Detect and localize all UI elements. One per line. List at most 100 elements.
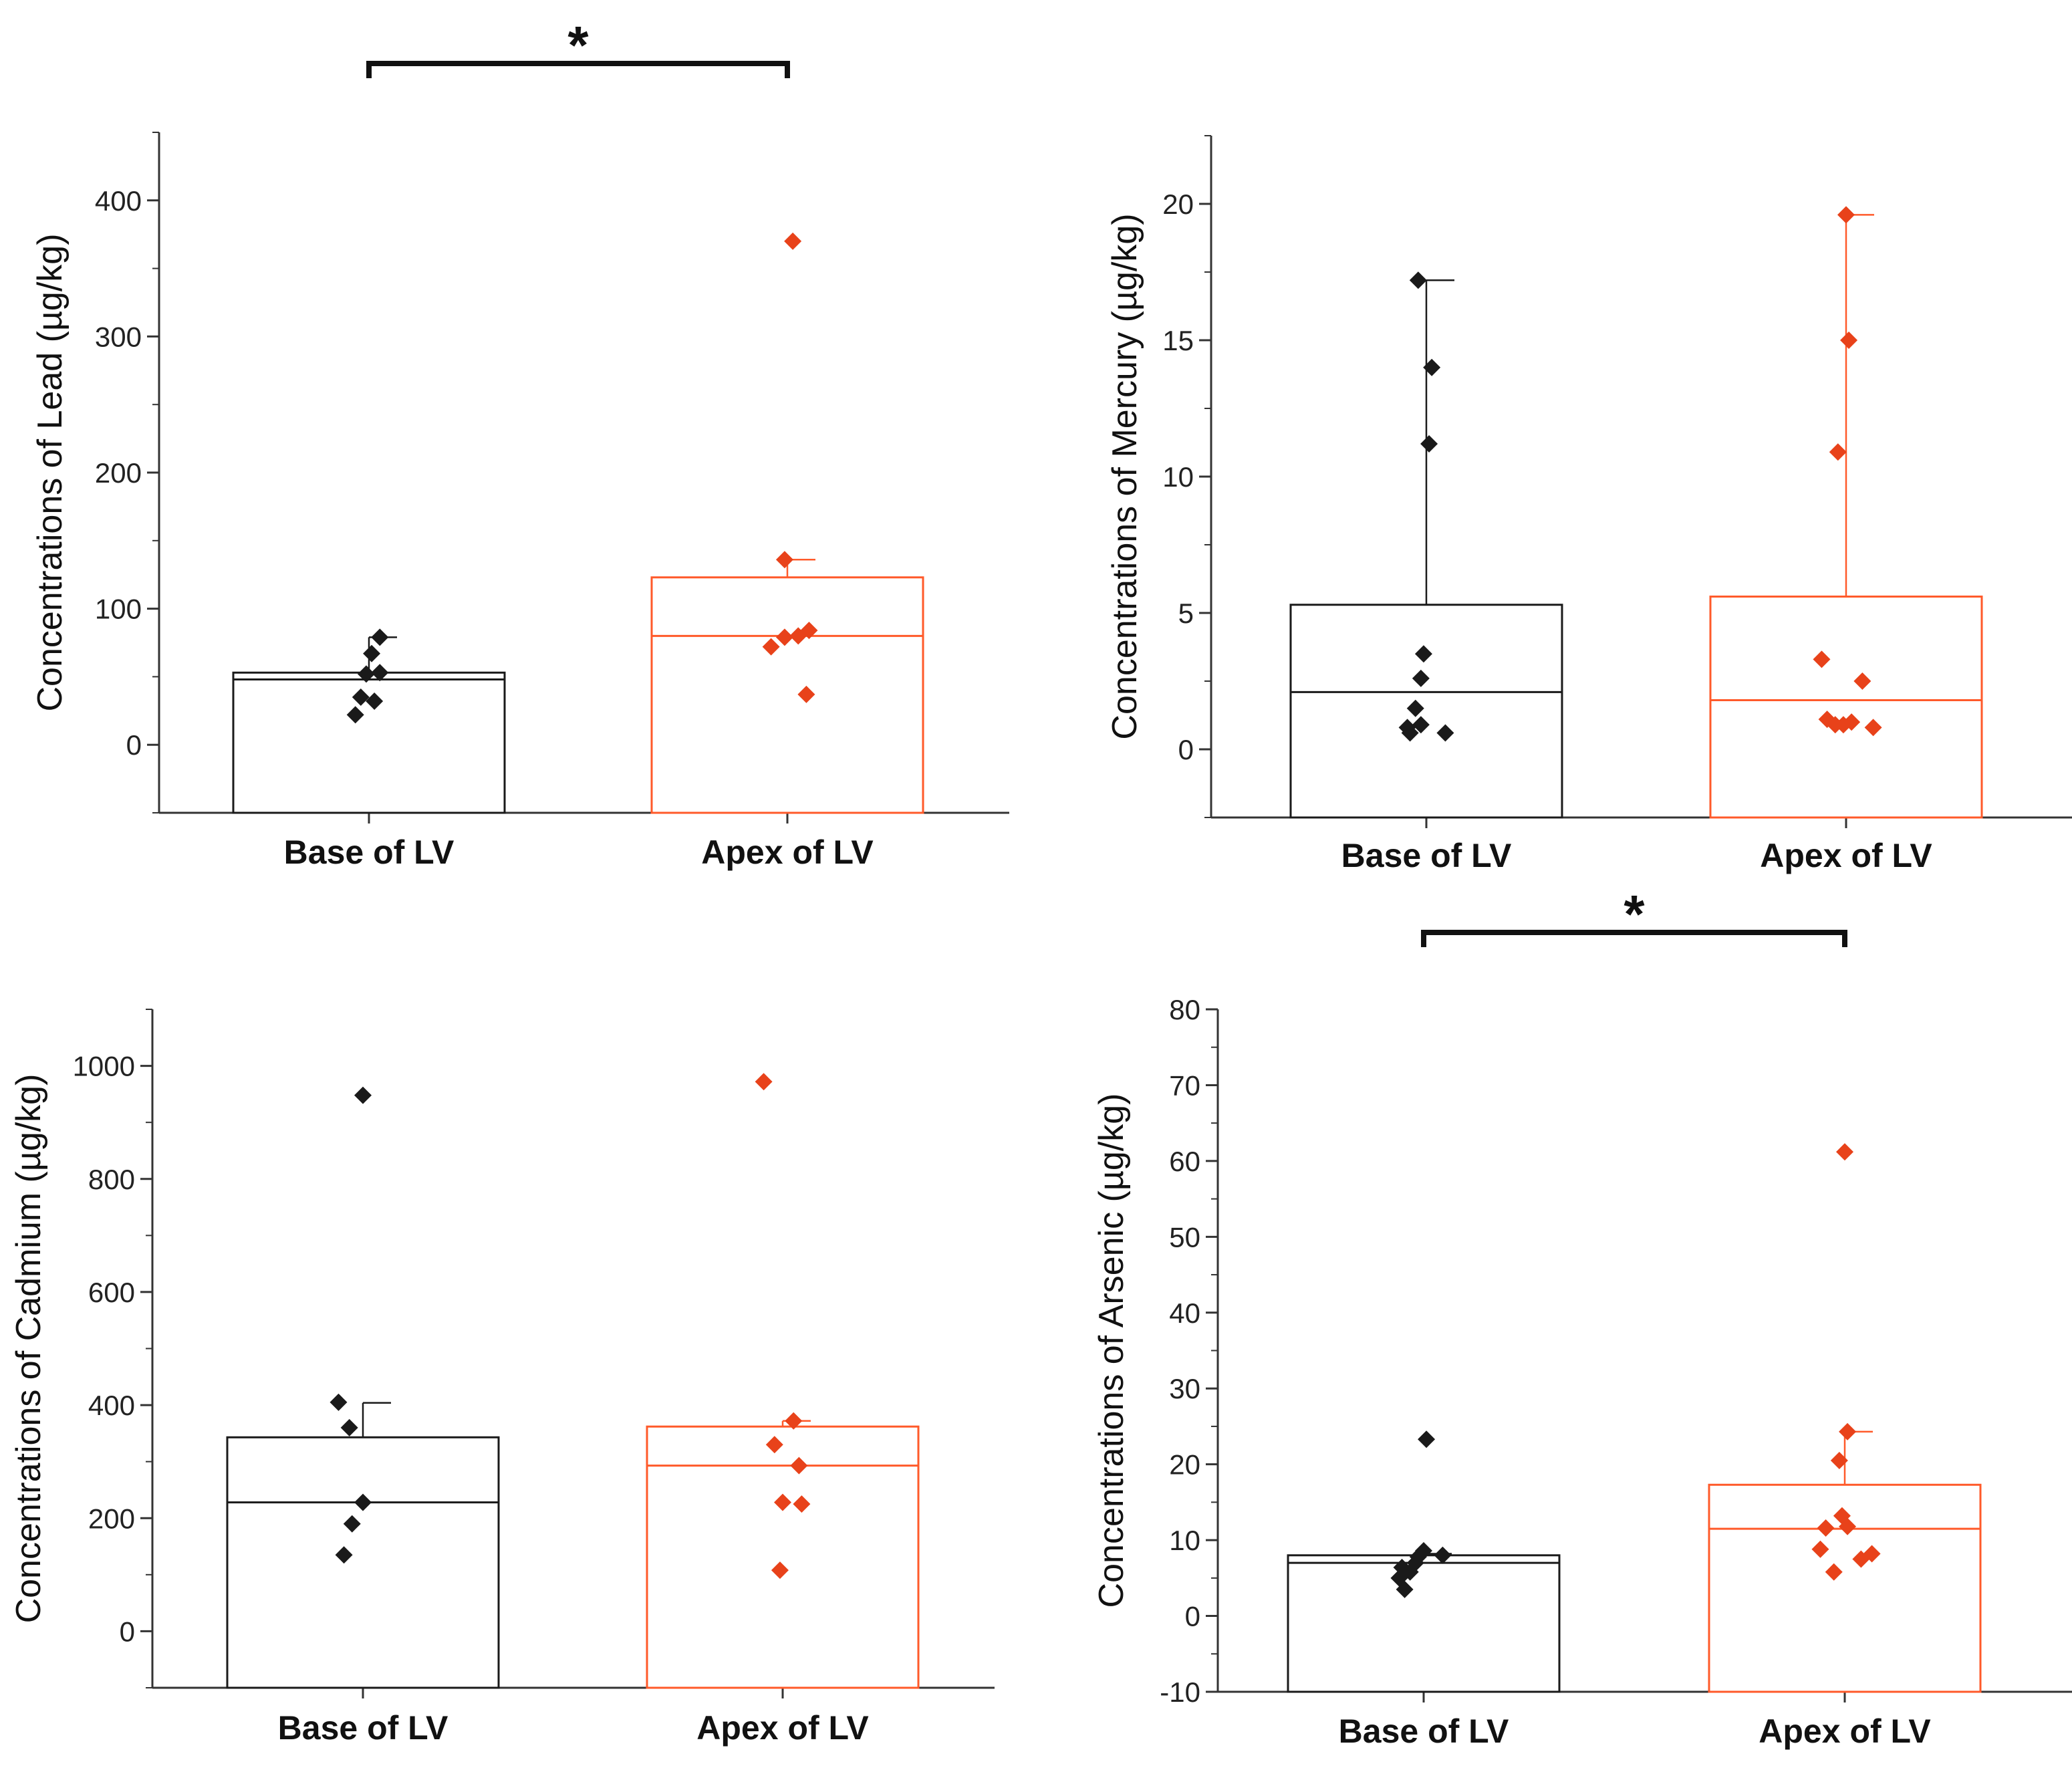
box-rect: [232, 671, 506, 814]
data-point: [1825, 1563, 1843, 1581]
y-tick-label: 0: [120, 1616, 135, 1647]
x-category-label: Base of LV: [284, 834, 455, 871]
y-tick-label: 20: [1162, 188, 1194, 220]
y-tick-label: 10: [1169, 1525, 1200, 1556]
data-point: [800, 622, 818, 640]
y-tick-label: 300: [95, 321, 142, 352]
data-point: [771, 1561, 789, 1579]
data-point: [1840, 332, 1858, 349]
data-point: [1843, 713, 1861, 731]
data-point: [1836, 1143, 1853, 1161]
data-point: [1409, 271, 1427, 289]
data-point: [1414, 645, 1432, 663]
y-tick-label: 40: [1169, 1297, 1200, 1329]
data-point: [346, 706, 364, 724]
data-point: [755, 1073, 773, 1091]
data-point: [1423, 358, 1441, 376]
data-point: [1829, 443, 1847, 461]
data-point: [765, 1436, 783, 1454]
data-point: [1436, 724, 1454, 742]
y-tick-label: 20: [1169, 1449, 1200, 1481]
data-point: [1412, 669, 1430, 687]
data-point: [354, 1493, 372, 1511]
data-point: [785, 1412, 803, 1430]
x-category-label: Apex of LV: [696, 1709, 869, 1747]
data-point: [1415, 1541, 1432, 1559]
y-tick-label: 800: [88, 1164, 135, 1195]
data-point: [1863, 1545, 1881, 1563]
box-rect: [1287, 1554, 1561, 1693]
data-point: [1813, 650, 1831, 668]
chart-panel-1: 0 100 200 300 400 Concentrations of Lead (µg/…: [31, 15, 1009, 871]
y-tick-label: 200: [88, 1503, 135, 1534]
y-tick-label: 0: [1185, 1601, 1200, 1632]
data-point: [1406, 699, 1424, 717]
box-rect: [646, 1425, 920, 1689]
data-point: [762, 638, 780, 656]
data-point: [1864, 719, 1882, 737]
data-point: [797, 685, 815, 703]
y-axis-title: Concentrations of Lead (µg/kg): [31, 233, 70, 711]
y-axis-title: Concentrations of Mercury (µg/kg): [1106, 213, 1144, 739]
data-point: [775, 551, 793, 569]
x-category-label: Apex of LV: [1760, 837, 1932, 874]
data-point: [371, 664, 389, 682]
y-tick-label: 200: [95, 457, 142, 489]
data-point: [1393, 1558, 1411, 1576]
y-tick-label: 80: [1169, 994, 1200, 1025]
chart-panel-3: 0 200 400 600 800 1000 Concentrations of Cadmi…: [9, 1009, 995, 1747]
box-rect: [1708, 1483, 1982, 1693]
x-category-label: Base of LV: [1341, 837, 1512, 874]
x-category-label: Base of LV: [278, 1709, 448, 1747]
y-tick-label: 0: [1178, 734, 1194, 765]
data-point: [1398, 719, 1416, 737]
data-point: [784, 232, 802, 250]
data-point: [1434, 1546, 1452, 1564]
data-point: [1811, 1540, 1829, 1558]
x-category-label: Base of LV: [1339, 1713, 1509, 1750]
data-point: [775, 628, 793, 646]
y-tick-label: -10: [1160, 1676, 1200, 1708]
data-point: [340, 1418, 358, 1436]
chart-panel-2: 0 5 10 15 20 Concentrations of Mercury (µg/kg…: [1106, 135, 2072, 874]
significance-bracket: [1421, 930, 1847, 947]
significance-bracket: [366, 61, 790, 78]
data-point: [366, 692, 384, 711]
y-tick-label: 50: [1169, 1221, 1200, 1253]
data-point: [363, 644, 381, 662]
data-point: [793, 1495, 811, 1513]
data-point: [1837, 206, 1855, 224]
chart-panel-4: -10 0 10 20 30 40 50 60 70 80 Concentrations of Ar…: [1092, 884, 2072, 1750]
data-point: [352, 688, 370, 706]
data-point: [335, 1546, 353, 1564]
data-point: [1420, 435, 1438, 453]
data-point: [774, 1493, 791, 1511]
y-tick-label: 100: [95, 594, 142, 625]
x-category-label: Apex of LV: [701, 834, 874, 871]
y-tick-label: 10: [1162, 461, 1194, 493]
data-point: [1853, 672, 1871, 690]
y-tick-label: 60: [1169, 1146, 1200, 1177]
significance-star: *: [567, 15, 589, 75]
y-axis-title: Concentrations of Arsenic (µg/kg): [1092, 1094, 1131, 1608]
data-point: [343, 1515, 361, 1533]
data-point: [371, 628, 389, 646]
y-tick-label: 400: [88, 1390, 135, 1421]
box-rect: [650, 576, 924, 814]
data-point: [1839, 1422, 1857, 1440]
data-point: [1418, 1430, 1436, 1448]
y-tick-label: 1000: [73, 1051, 135, 1082]
data-point: [354, 1086, 372, 1104]
y-tick-label: 0: [126, 729, 142, 761]
y-tick-label: 400: [95, 185, 142, 217]
data-point: [1412, 716, 1430, 734]
x-category-label: Apex of LV: [1759, 1713, 1931, 1750]
y-tick-label: 15: [1162, 325, 1194, 356]
box-rect: [226, 1436, 500, 1689]
data-point: [1839, 1517, 1857, 1535]
data-point: [357, 665, 375, 683]
y-tick-label: 70: [1169, 1069, 1200, 1101]
significance-star: *: [1624, 884, 1645, 944]
data-point: [1830, 1451, 1848, 1469]
